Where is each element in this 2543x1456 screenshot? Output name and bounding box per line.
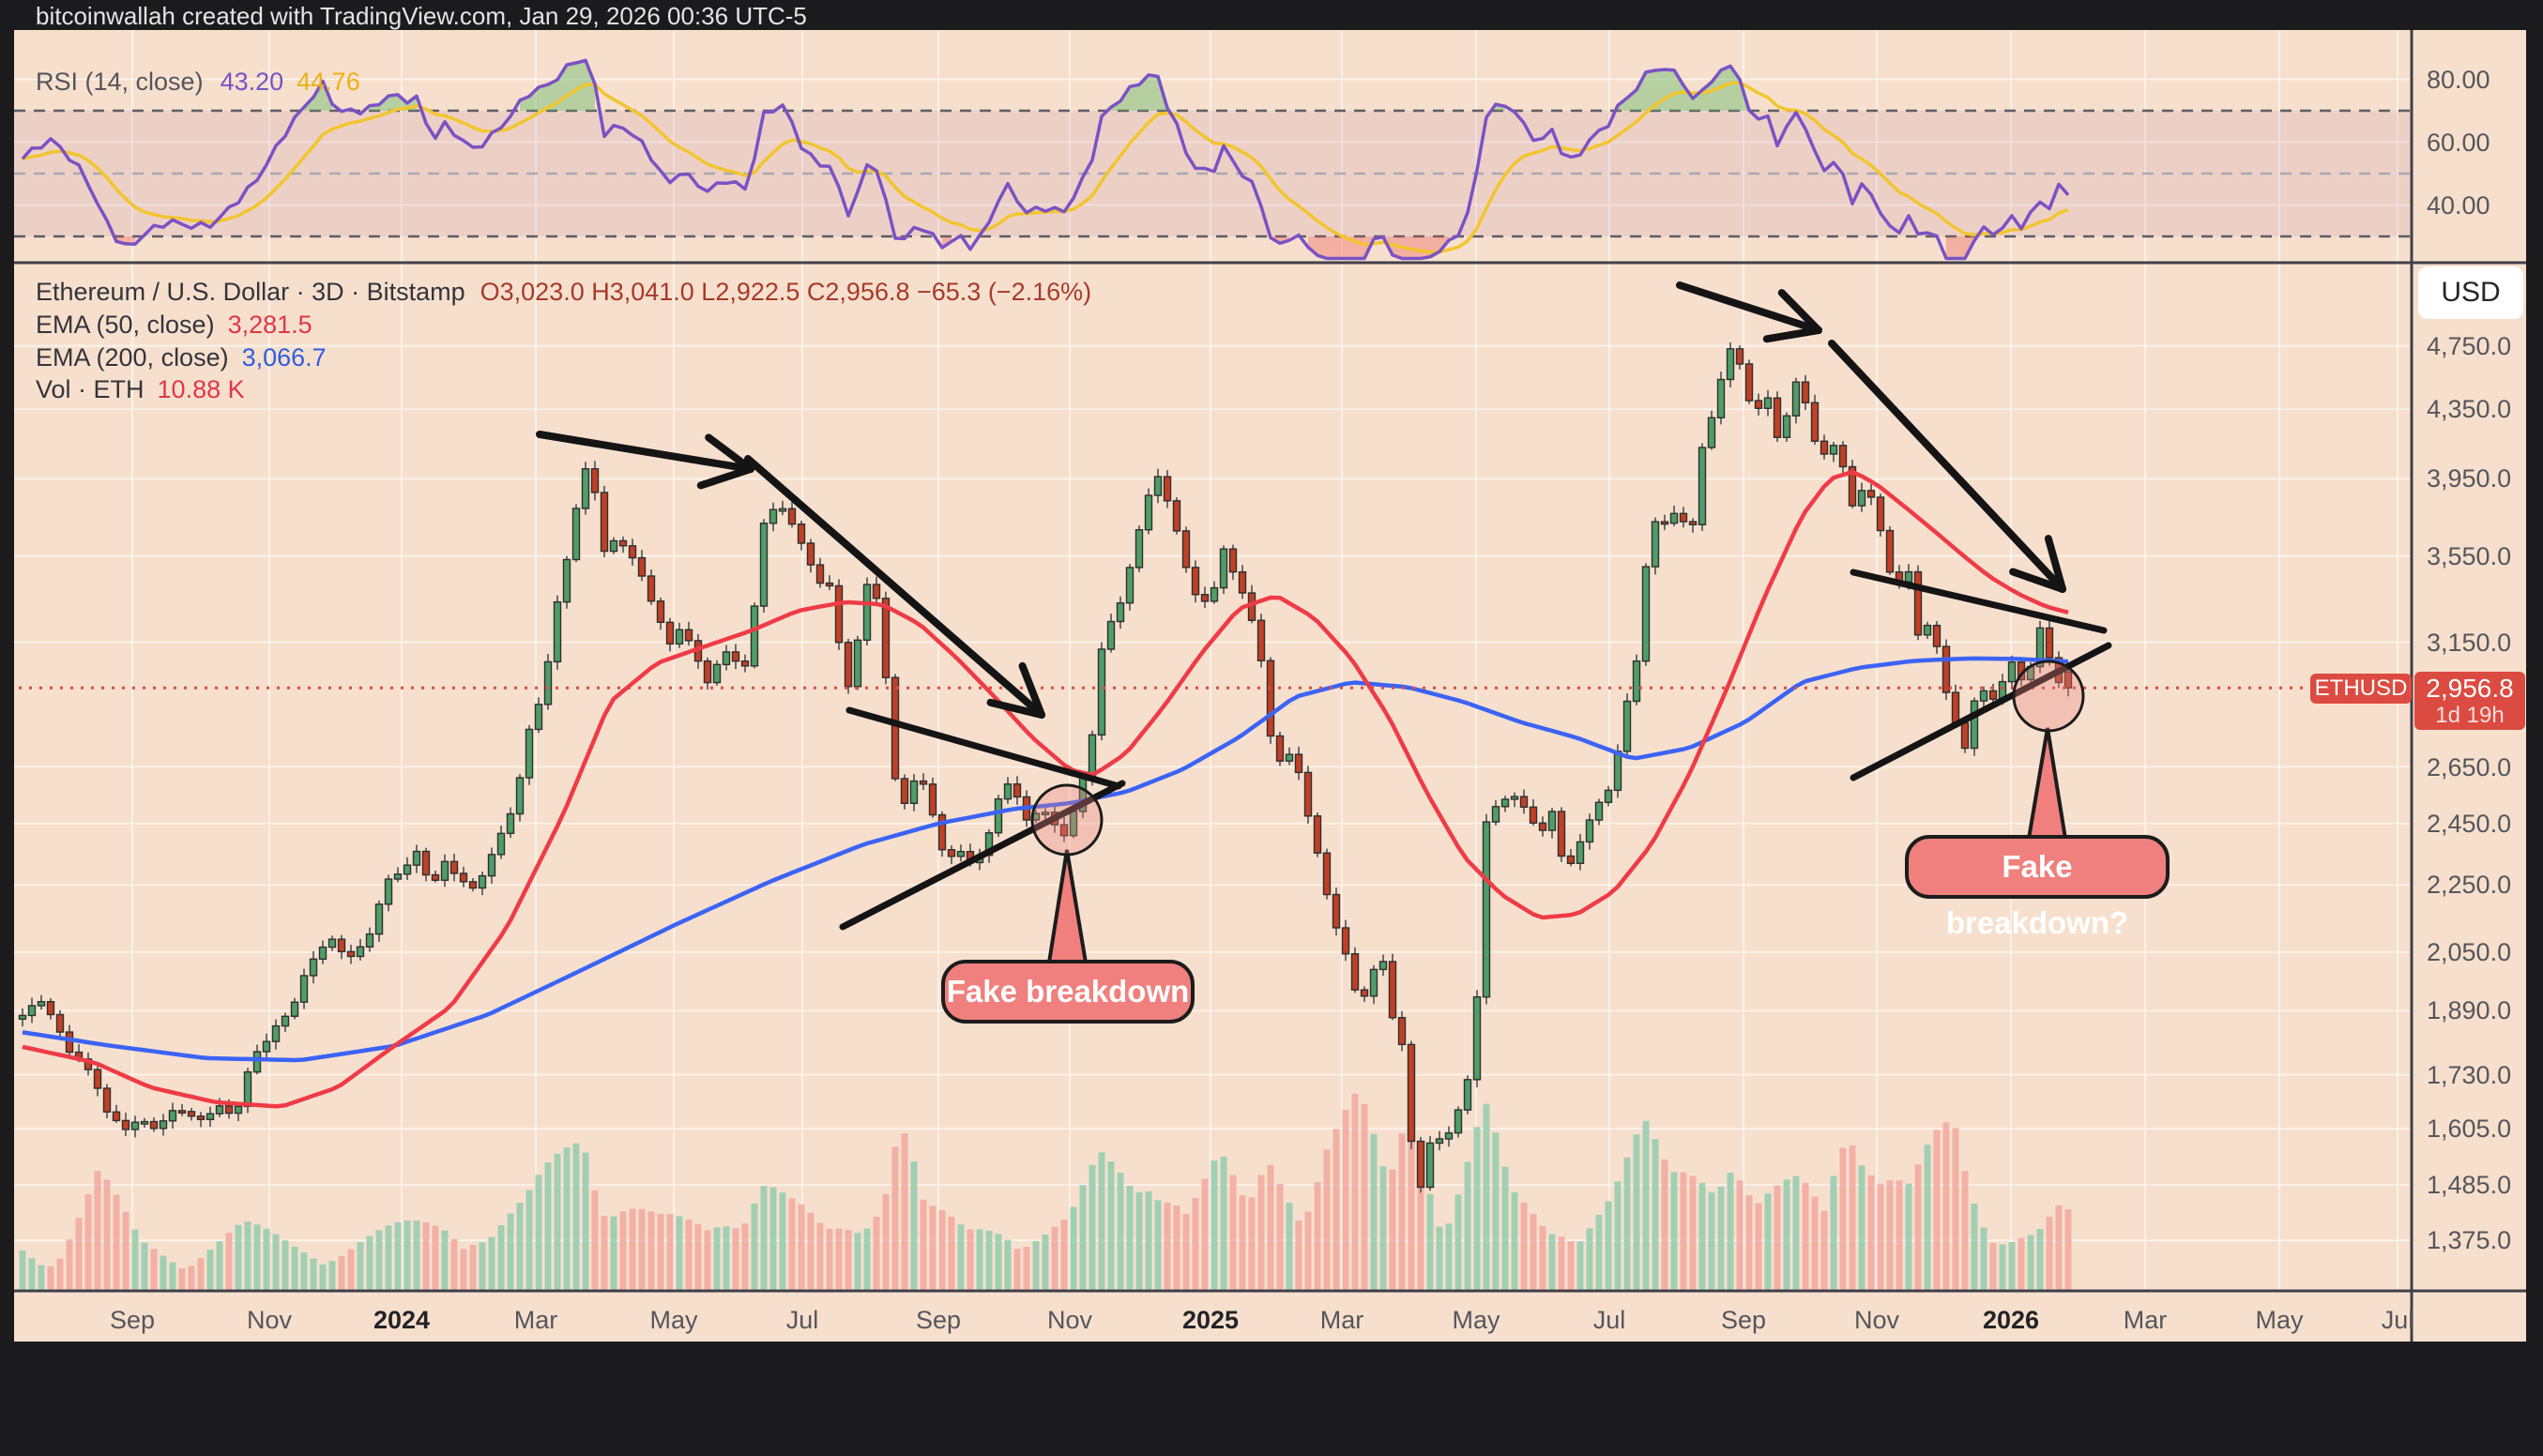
price-tick-label: 1,485.0 xyxy=(2427,1171,2512,1199)
time-tick-label: Nov xyxy=(1046,1306,1092,1334)
arrowhead xyxy=(2009,568,2066,593)
fake-breakdown-text: Fake breakdown xyxy=(946,974,1190,1009)
arrow-annotation[interactable] xyxy=(744,455,1045,719)
bar-countdown: 1d 19h xyxy=(2435,703,2505,728)
highlight-circle[interactable] xyxy=(2012,660,2085,733)
attribution-text: bitcoinwallah created with TradingView.c… xyxy=(36,2,807,30)
volume-value: 10.88 K xyxy=(157,375,245,403)
volume-bars xyxy=(19,1093,2072,1291)
time-tick-label: May xyxy=(649,1306,698,1334)
time-tick-label: May xyxy=(1452,1306,1500,1334)
price-tick-label: 2,450.0 xyxy=(2427,809,2512,838)
time-tick-label: 2025 xyxy=(1181,1306,1240,1334)
ema200-legend-row: EMA (200, close) 3,066.7 xyxy=(36,343,327,372)
attribution-bar: bitcoinwallah created with TradingView.c… xyxy=(0,0,2543,30)
time-tick-label: Sep xyxy=(1720,1306,1767,1334)
price-tick-label: 1,890.0 xyxy=(2427,996,2512,1025)
arrowhead xyxy=(1018,661,1045,719)
rsi-tick-label: 40.00 xyxy=(2427,190,2490,220)
time-tick-label: Sep xyxy=(109,1306,156,1334)
ema50-legend-row: EMA (50, close) 3,281.5 xyxy=(36,311,312,340)
fake-breakdown-question-callout[interactable]: Fake breakdown? xyxy=(1905,835,2170,940)
time-tick-label: 2026 xyxy=(1982,1306,2040,1334)
time-tick-label: Sep xyxy=(915,1306,962,1334)
symbol-price-tag[interactable]: ETHUSD xyxy=(2310,674,2412,704)
last-price-label[interactable]: 2,956.8 1d 19h xyxy=(2414,672,2525,730)
trendline[interactable] xyxy=(839,780,1126,931)
price-tick-label: 2,050.0 xyxy=(2427,937,2512,966)
price-tick-label: 3,950.0 xyxy=(2427,464,2512,493)
time-tick-label: May xyxy=(2255,1306,2304,1334)
grid-lines xyxy=(14,30,2412,1291)
rsi-legend: RSI (14, close) 43.20 44.76 xyxy=(36,68,360,97)
rsi-tick-label: 60.00 xyxy=(2427,128,2490,157)
arrowhead xyxy=(1777,289,1822,334)
drawing-annotations[interactable] xyxy=(536,281,2112,964)
trendline[interactable] xyxy=(1850,569,2108,634)
time-tick-label: Mar xyxy=(1319,1306,1364,1334)
rsi-ma-value: 44.76 xyxy=(297,68,360,96)
ema200-value: 3,066.7 xyxy=(241,343,327,372)
rsi-title: RSI (14, close) xyxy=(36,68,204,96)
price-tick-label: 1,605.0 xyxy=(2427,1115,2512,1144)
arrowhead xyxy=(696,465,754,490)
rsi-value: 43.20 xyxy=(220,68,284,96)
last-price-value: 2,956.8 xyxy=(2426,674,2514,703)
arrow-annotation[interactable] xyxy=(536,431,754,473)
symbol-title: Ethereum / U.S. Dollar · 3D · Bitstamp xyxy=(36,278,465,306)
time-tick-label: 2024 xyxy=(373,1306,431,1334)
footer-bar: TradingView xyxy=(0,1342,2543,1456)
price-tick-label: 3,550.0 xyxy=(2427,541,2512,570)
arrow-annotation[interactable] xyxy=(1676,281,1822,334)
volume-label: Vol · ETH xyxy=(36,375,145,403)
time-tick-label: Jul xyxy=(1592,1306,1626,1334)
fake-breakdown-question-text: Fake breakdown? xyxy=(1945,849,2129,940)
price-tick-label: 4,750.0 xyxy=(2427,331,2512,360)
trendline[interactable] xyxy=(845,706,1122,790)
time-tick-label: Nov xyxy=(246,1306,292,1334)
price-tick-label: 4,350.0 xyxy=(2427,395,2512,424)
ohlc-values: O3,023.0 H3,041.0 L2,922.5 C2,956.8 −65.… xyxy=(480,278,1092,306)
ema50-value: 3,281.5 xyxy=(227,311,312,339)
ema200-label: EMA (200, close) xyxy=(36,343,229,372)
price-tick-label: 2,250.0 xyxy=(2427,871,2512,900)
highlight-circle[interactable] xyxy=(1030,783,1104,857)
currency-usd-button[interactable]: USD xyxy=(2418,266,2523,319)
time-tick-label: Nov xyxy=(1853,1306,1899,1334)
arrowhead xyxy=(2044,535,2066,593)
arrowhead xyxy=(705,433,754,473)
symbol-legend-row: Ethereum / U.S. Dollar · 3D · Bitstamp O3… xyxy=(36,278,1091,307)
time-tick-label: Jul xyxy=(785,1306,819,1334)
price-tick-label: 1,730.0 xyxy=(2427,1060,2512,1089)
ema-lines xyxy=(22,469,2069,1109)
time-tick-label: Mar xyxy=(513,1306,558,1334)
arrowhead xyxy=(986,698,1045,719)
arrow-annotation[interactable] xyxy=(1828,340,2066,593)
pane-borders xyxy=(14,30,2526,1342)
time-tick-label: Jul xyxy=(2381,1306,2414,1334)
arrowhead xyxy=(1762,326,1822,343)
price-tick-label: 2,650.0 xyxy=(2427,752,2512,781)
fake-breakdown-callout[interactable]: Fake breakdown xyxy=(941,960,1195,1024)
ema50-label: EMA (50, close) xyxy=(36,311,215,339)
rsi-tick-label: 80.00 xyxy=(2427,65,2490,94)
time-tick-label: Mar xyxy=(2123,1306,2168,1334)
price-tick-label: 3,150.0 xyxy=(2427,628,2512,657)
rsi-pane-plot xyxy=(14,58,2412,261)
volume-legend-row: Vol · ETH 10.88 K xyxy=(36,375,245,404)
price-tick-label: 1,375.0 xyxy=(2427,1226,2512,1255)
